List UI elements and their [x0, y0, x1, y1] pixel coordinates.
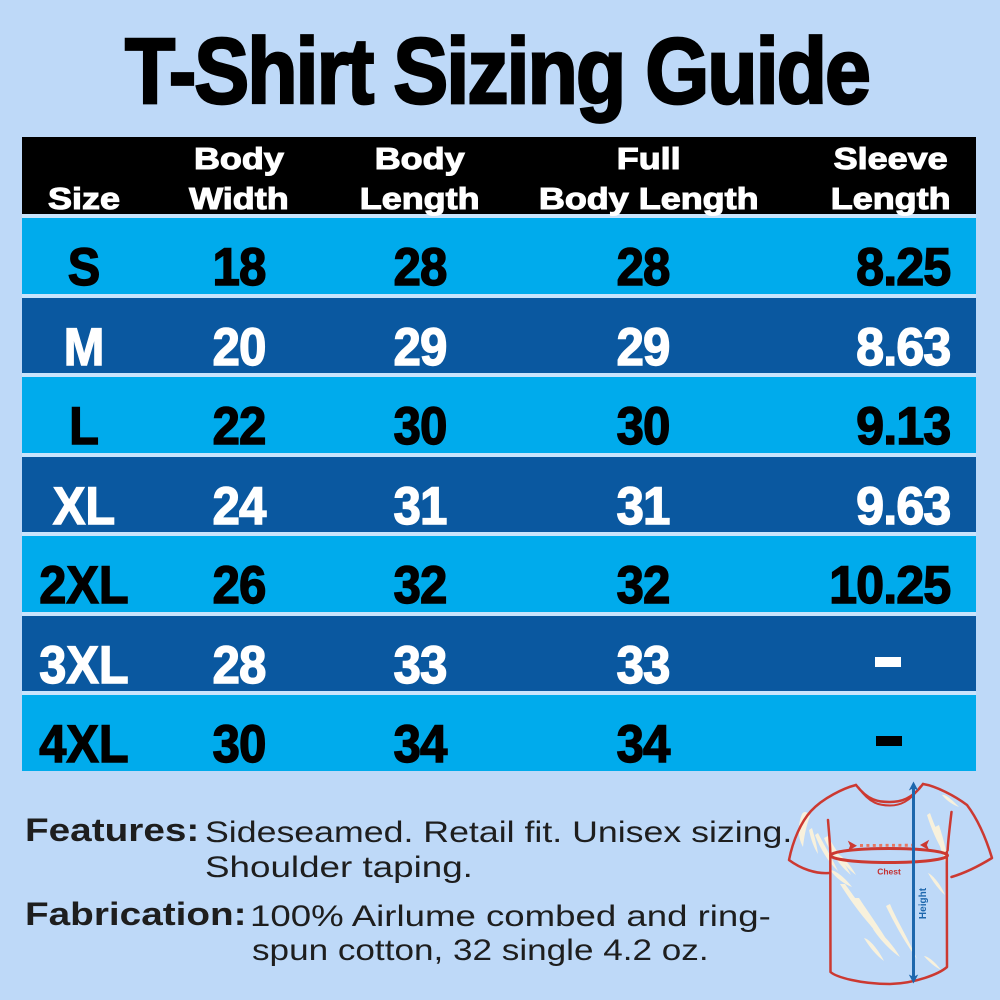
svg-text:Chest: Chest: [877, 866, 901, 876]
svg-text:Height: Height: [918, 887, 929, 919]
